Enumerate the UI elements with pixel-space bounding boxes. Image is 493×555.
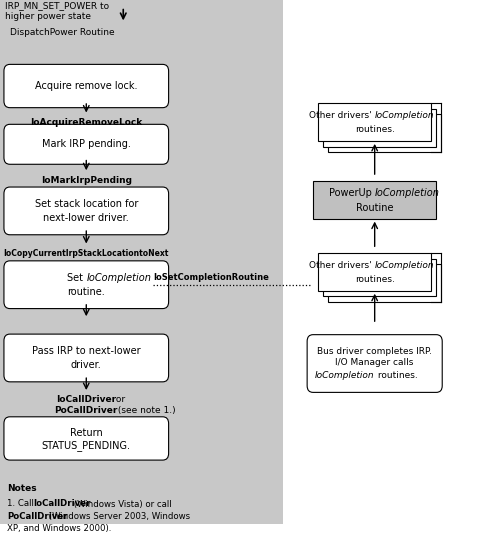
Text: IoSetCompletionRoutine: IoSetCompletionRoutine — [153, 273, 269, 282]
FancyBboxPatch shape — [4, 64, 169, 108]
Text: Return: Return — [70, 428, 103, 438]
Text: routines.: routines. — [355, 275, 394, 284]
Text: PoCallDriver: PoCallDriver — [7, 512, 68, 521]
Text: PowerUp: PowerUp — [329, 188, 375, 198]
Bar — [323, 109, 436, 147]
Text: routine.: routine. — [68, 287, 105, 297]
Text: Other drivers': Other drivers' — [309, 111, 375, 120]
Text: IoCompletion: IoCompletion — [375, 261, 434, 270]
FancyBboxPatch shape — [4, 334, 169, 382]
Bar — [318, 103, 431, 141]
Text: IoMarkIrpPending: IoMarkIrpPending — [41, 176, 132, 185]
Text: (see note 1.): (see note 1.) — [115, 406, 176, 415]
FancyBboxPatch shape — [4, 261, 169, 309]
Text: DispatchPower Routine: DispatchPower Routine — [10, 28, 114, 37]
Text: Set: Set — [67, 273, 86, 283]
FancyBboxPatch shape — [4, 124, 169, 164]
Text: IoCallDriver: IoCallDriver — [56, 395, 116, 404]
Text: routines.: routines. — [355, 125, 394, 134]
Text: Pass IRP to next-lower: Pass IRP to next-lower — [32, 346, 141, 356]
Text: IoCallDriver: IoCallDriver — [33, 500, 91, 508]
Bar — [328, 264, 441, 302]
Bar — [328, 114, 441, 152]
FancyBboxPatch shape — [4, 417, 169, 460]
Text: XP, and Windows 2000).: XP, and Windows 2000). — [7, 524, 112, 533]
Text: (Windows Vista) or call: (Windows Vista) or call — [71, 500, 172, 508]
Text: IRP_MN_SET_POWER to
higher power state: IRP_MN_SET_POWER to higher power state — [5, 1, 109, 21]
Text: Set stack location for: Set stack location for — [35, 199, 138, 209]
Text: STATUS_PENDING.: STATUS_PENDING. — [42, 440, 131, 451]
Text: 1. Call: 1. Call — [7, 500, 37, 508]
Text: Notes: Notes — [7, 484, 37, 493]
Text: IoCopyCurrentIrpStackLocationtoNext: IoCopyCurrentIrpStackLocationtoNext — [3, 249, 169, 258]
Bar — [313, 181, 436, 219]
Text: Acquire remove lock.: Acquire remove lock. — [35, 81, 138, 91]
Text: routines.: routines. — [375, 371, 418, 380]
Bar — [0, 0, 283, 524]
Text: (Windows Server 2003, Windows: (Windows Server 2003, Windows — [46, 512, 190, 521]
Text: Routine: Routine — [356, 203, 393, 213]
Bar — [323, 259, 436, 296]
Text: IoCompletion: IoCompletion — [375, 111, 434, 120]
Text: driver.: driver. — [71, 360, 102, 370]
Text: IoAcquireRemoveLock: IoAcquireRemoveLock — [30, 118, 142, 127]
Text: PoCallDriver: PoCallDriver — [55, 406, 118, 415]
Text: IoCompletion: IoCompletion — [315, 371, 375, 380]
Text: IoCompletion: IoCompletion — [86, 273, 151, 283]
FancyBboxPatch shape — [307, 335, 442, 392]
Text: Other drivers': Other drivers' — [309, 261, 375, 270]
Text: Bus driver completes IRP.: Bus driver completes IRP. — [317, 347, 432, 356]
Text: Mark IRP pending.: Mark IRP pending. — [42, 139, 131, 149]
Text: I/O Manager calls: I/O Manager calls — [336, 359, 414, 367]
Text: IoCompletion: IoCompletion — [375, 188, 440, 198]
Text: next-lower driver.: next-lower driver. — [43, 213, 129, 223]
Bar — [318, 253, 431, 291]
Text: or: or — [113, 395, 126, 404]
FancyBboxPatch shape — [4, 187, 169, 235]
